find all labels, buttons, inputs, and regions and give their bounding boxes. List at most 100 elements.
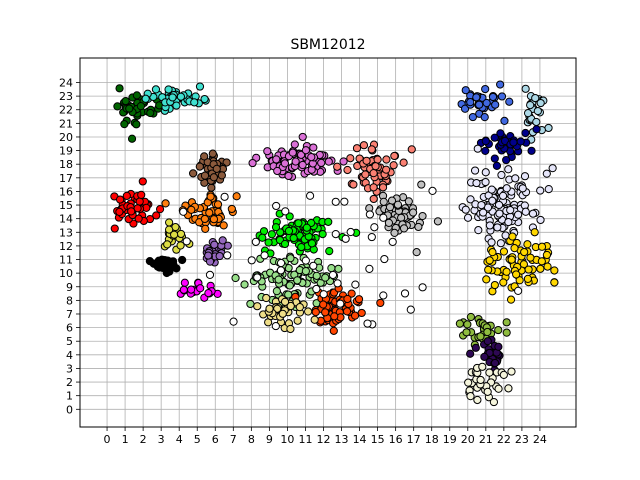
data-point: [489, 397, 499, 407]
data-point: [487, 185, 496, 194]
data-point: [172, 264, 181, 273]
data-point: [347, 289, 356, 298]
data-point: [294, 219, 303, 228]
data-point: [414, 222, 423, 232]
data-point: [200, 214, 209, 224]
data-point: [166, 257, 175, 267]
data-point: [497, 92, 507, 101]
axis-layer: 0 1 2 3 4 5 6 7 8 9 10 11 12 13 14 15 16 17 18 19 20 21 22 23 24…: [59, 57, 577, 446]
data-point: [481, 146, 490, 156]
data-point: [120, 120, 129, 129]
data-point: [504, 217, 513, 227]
data-point: [284, 171, 293, 181]
data-point: [209, 215, 219, 224]
data-point: [491, 100, 500, 109]
data-point: [466, 195, 475, 204]
data-point: [365, 210, 374, 219]
data-point: [376, 298, 385, 308]
data-point: [248, 158, 257, 168]
data-point: [217, 171, 226, 180]
data-point: [205, 270, 215, 280]
data-point: [463, 320, 472, 329]
data-point: [530, 228, 539, 237]
data-point: [284, 226, 294, 236]
y-tick-label: 19: [59, 145, 73, 158]
data-point: [137, 190, 146, 199]
data-point: [286, 301, 295, 311]
data-point: [500, 116, 509, 125]
data-point: [531, 93, 540, 103]
y-tick-label: 10: [59, 267, 73, 280]
data-point: [527, 146, 536, 155]
data-point: [127, 207, 136, 216]
data-point: [502, 184, 511, 193]
data-point: [152, 211, 161, 220]
data-point: [280, 297, 290, 306]
data-point: [488, 196, 497, 205]
data-point: [484, 265, 493, 274]
data-point: [280, 159, 290, 168]
data-point: [494, 200, 504, 210]
data-point: [259, 227, 269, 236]
data-point: [399, 224, 409, 233]
data-point: [483, 327, 492, 337]
data-point: [485, 256, 494, 265]
data-point: [526, 253, 535, 262]
data-point: [317, 158, 326, 167]
data-point: [331, 197, 340, 206]
data-point: [309, 261, 318, 270]
data-point: [502, 267, 511, 276]
data-point: [141, 94, 150, 103]
data-point: [125, 104, 134, 113]
data-point: [176, 241, 185, 250]
x-tick-label: 9: [266, 433, 273, 446]
data-point: [518, 184, 527, 193]
data-point: [324, 217, 333, 226]
data-point: [502, 328, 511, 337]
data-point: [477, 201, 486, 210]
x-tick-label: 1: [122, 433, 129, 446]
x-tick-label: 24: [533, 433, 547, 446]
x-tick-label: 12: [316, 433, 330, 446]
data-point: [536, 264, 545, 273]
data-point: [505, 97, 514, 106]
data-point: [200, 94, 209, 104]
data-point: [330, 312, 339, 321]
data-point: [490, 154, 499, 163]
y-tick-label: 16: [59, 185, 73, 198]
data-point: [272, 201, 281, 211]
data-point: [312, 284, 321, 294]
data-point: [418, 283, 427, 292]
data-point: [251, 237, 260, 246]
data-point: [361, 170, 370, 179]
data-point: [406, 305, 415, 314]
data-point: [369, 169, 378, 178]
data-point: [494, 342, 503, 351]
data-point: [180, 278, 189, 287]
data-point: [363, 319, 372, 328]
data-point: [369, 194, 378, 204]
data-point: [433, 217, 443, 226]
data-point: [466, 392, 475, 401]
y-tick-label: 7: [66, 308, 73, 321]
data-point: [490, 280, 499, 290]
data-point: [475, 100, 484, 109]
data-point: [293, 316, 302, 325]
data-point: [301, 256, 310, 265]
data-point: [508, 232, 517, 241]
data-point: [384, 218, 394, 227]
data-point: [354, 295, 364, 304]
y-tick-label: 2: [66, 376, 73, 389]
y-tick-label: 17: [59, 172, 73, 185]
data-point: [207, 183, 216, 192]
data-point: [382, 155, 391, 164]
data-point: [122, 191, 131, 200]
data-point: [272, 287, 281, 296]
data-point: [350, 311, 360, 320]
data-point: [307, 153, 316, 162]
data-point: [321, 273, 330, 282]
x-tick-label: 22: [497, 433, 511, 446]
data-point: [461, 86, 470, 95]
